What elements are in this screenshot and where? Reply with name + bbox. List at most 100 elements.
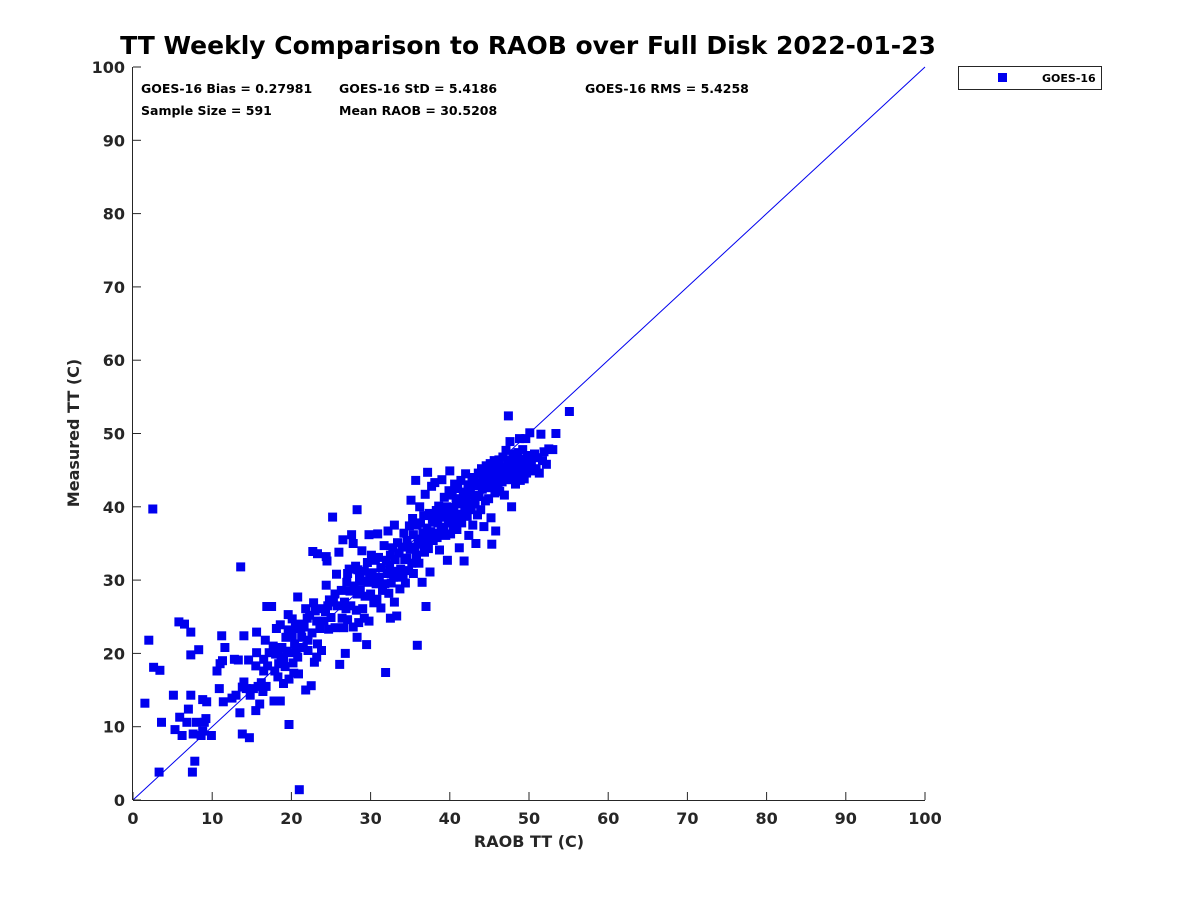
data-point [383, 526, 393, 536]
data-point [279, 655, 288, 665]
data-point [402, 553, 412, 563]
data-point [456, 475, 466, 485]
x-tick-label: 10 [201, 809, 223, 828]
data-point [187, 767, 197, 777]
data-point [239, 631, 249, 641]
data-point [526, 457, 536, 467]
data-point [148, 504, 158, 514]
data-point [374, 572, 384, 582]
data-point [268, 641, 278, 651]
data-point [412, 640, 422, 650]
data-point [482, 483, 492, 493]
data-point [519, 463, 528, 473]
data-point [413, 534, 423, 544]
data-point [217, 631, 227, 641]
data-point [484, 475, 494, 485]
data-point [406, 495, 416, 505]
data-point [487, 539, 497, 549]
data-point [269, 696, 279, 706]
data-point [490, 488, 500, 498]
data-point [525, 428, 535, 438]
data-point [501, 445, 511, 455]
data-point [380, 579, 390, 589]
data-point [470, 499, 480, 509]
data-point [407, 558, 417, 568]
data-point [435, 545, 444, 555]
data-point [180, 619, 189, 629]
x-tick-label: 70 [676, 809, 698, 828]
data-point [398, 569, 408, 579]
data-point [434, 501, 444, 511]
data-point [479, 522, 489, 532]
data-point [452, 525, 462, 534]
y-tick-label: 30 [103, 571, 125, 590]
data-point [416, 518, 425, 528]
data-point [309, 598, 319, 608]
legend: GOES-16 [958, 66, 1102, 90]
data-point [261, 681, 271, 691]
stat-sample-size: Sample Size = 591 [141, 103, 272, 118]
data-point [202, 697, 212, 707]
data-point [564, 407, 574, 416]
data-point [474, 492, 484, 501]
data-point [351, 605, 361, 615]
x-tick-label: 60 [597, 809, 619, 828]
data-point [340, 648, 350, 658]
x-tick-label: 90 [835, 809, 857, 828]
data-point [480, 478, 490, 488]
data-point [551, 429, 561, 438]
data-point [503, 411, 513, 421]
data-point [414, 558, 424, 568]
data-point [411, 475, 421, 485]
data-point [315, 624, 325, 633]
data-point [373, 529, 383, 539]
data-point [498, 452, 508, 462]
data-point [397, 542, 407, 552]
data-point [376, 603, 386, 613]
data-point [183, 704, 193, 714]
y-axis-ticks: 0 10 20 30 40 50 60 70 80 90 100 [92, 58, 141, 810]
data-point [182, 717, 192, 727]
stat-mean-raob: Mean RAOB = 30.5208 [339, 103, 497, 118]
data-point [522, 451, 532, 460]
data-point [294, 669, 303, 679]
data-point [251, 706, 261, 716]
data-point [347, 530, 357, 540]
data-point [372, 594, 382, 604]
data-point [362, 558, 372, 567]
data-point [391, 566, 401, 576]
data-point [194, 645, 204, 655]
data-point [323, 601, 333, 611]
data-point [381, 555, 391, 565]
data-point [379, 541, 389, 551]
data-point [170, 725, 180, 735]
data-point [402, 536, 412, 545]
data-point [489, 456, 499, 466]
data-point [312, 616, 322, 626]
stat-rms: GOES-16 RMS = 5.4258 [585, 81, 749, 96]
data-point [511, 479, 520, 489]
data-point [339, 623, 349, 633]
data-point [186, 650, 196, 660]
data-point [468, 520, 478, 530]
data-point [486, 513, 496, 523]
data-point [364, 530, 374, 540]
plot-area [132, 66, 926, 801]
data-point [354, 618, 364, 628]
data-point [186, 627, 196, 637]
data-point [298, 643, 308, 652]
data-point [293, 652, 303, 662]
data-point [460, 506, 470, 516]
data-point [366, 589, 376, 599]
data-point [378, 585, 387, 595]
data-point [342, 577, 352, 587]
data-point [235, 708, 245, 718]
data-point [408, 514, 418, 523]
data-point [233, 655, 243, 665]
data-point [495, 486, 505, 496]
data-point [421, 602, 431, 611]
data-point [273, 672, 283, 682]
data-point [390, 555, 400, 565]
data-point [362, 640, 372, 650]
